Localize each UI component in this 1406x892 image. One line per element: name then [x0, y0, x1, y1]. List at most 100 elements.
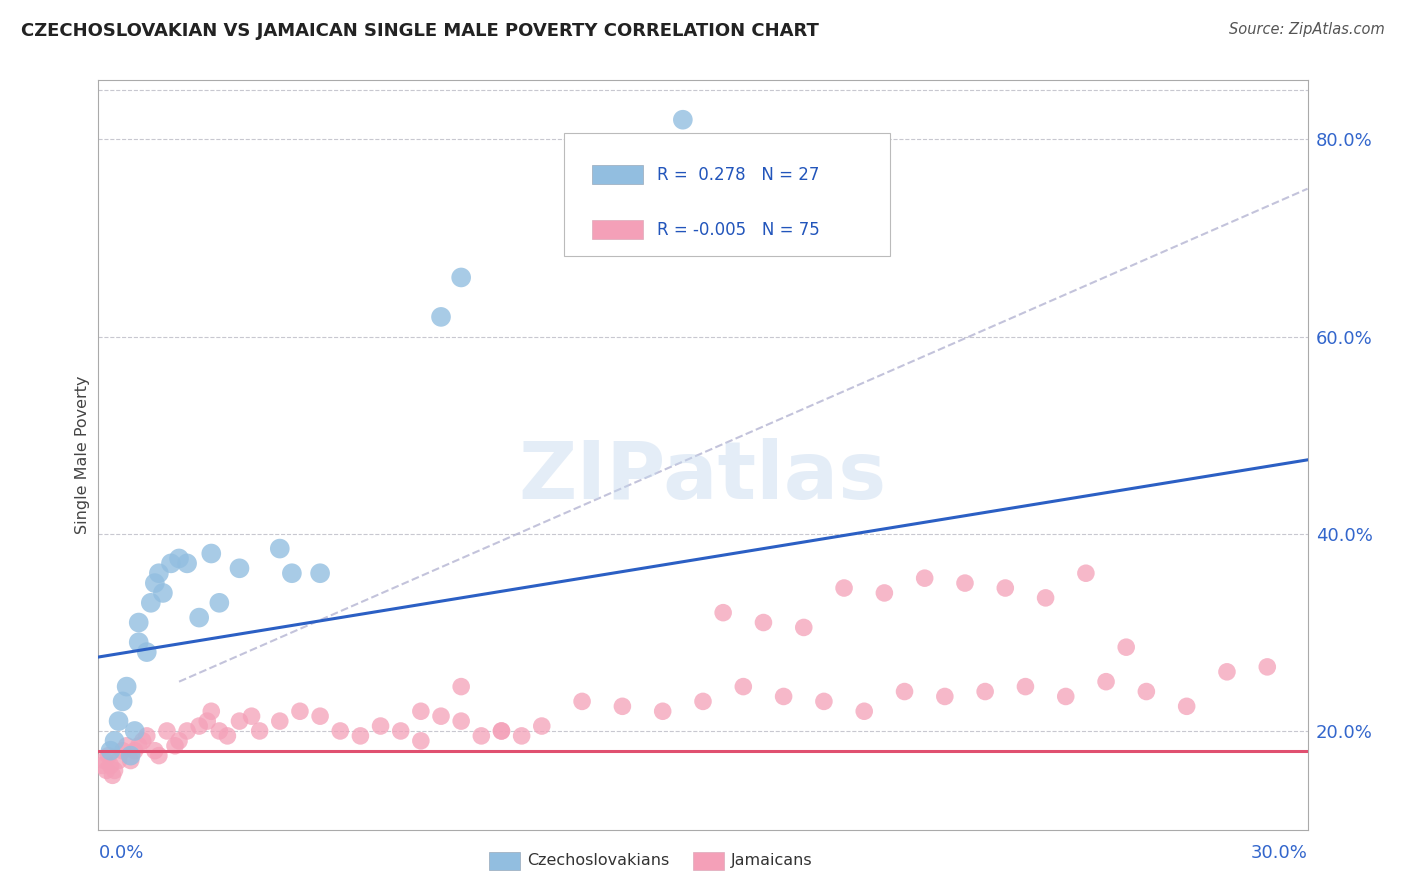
Point — [160, 557, 183, 571]
Point — [1115, 640, 1137, 655]
Point — [612, 699, 634, 714]
Point — [813, 694, 835, 708]
Point — [1074, 566, 1097, 581]
Point — [309, 709, 332, 723]
Text: Source: ZipAtlas.com: Source: ZipAtlas.com — [1229, 22, 1385, 37]
Point — [208, 723, 231, 738]
Text: 30.0%: 30.0% — [1251, 845, 1308, 863]
Point — [100, 758, 122, 772]
Point — [101, 768, 124, 782]
Point — [132, 734, 155, 748]
Point — [1216, 665, 1239, 679]
Point — [711, 606, 734, 620]
Point — [1095, 674, 1118, 689]
Point — [873, 586, 896, 600]
Point — [288, 704, 311, 718]
Point — [914, 571, 936, 585]
Text: R =  0.278   N = 27: R = 0.278 N = 27 — [657, 167, 820, 185]
Point — [103, 764, 125, 778]
Point — [329, 723, 352, 738]
Point — [370, 719, 392, 733]
Point — [156, 723, 179, 738]
Point — [120, 748, 142, 763]
Point — [128, 739, 150, 753]
Point — [91, 758, 114, 772]
Point — [450, 714, 472, 728]
Point — [93, 754, 115, 768]
Point — [188, 610, 211, 624]
Point — [124, 744, 146, 758]
Point — [530, 719, 553, 733]
Point — [269, 541, 291, 556]
Point — [120, 754, 142, 768]
Point — [1014, 680, 1036, 694]
Point — [430, 310, 453, 324]
Point — [135, 645, 157, 659]
Point — [994, 581, 1017, 595]
Point — [249, 723, 271, 738]
Point — [143, 744, 166, 758]
Point — [200, 704, 222, 718]
Text: ZIPatlas: ZIPatlas — [519, 438, 887, 516]
Point — [349, 729, 371, 743]
Point — [100, 744, 122, 758]
Point — [409, 704, 432, 718]
Point — [772, 690, 794, 704]
Text: Czechoslovakians: Czechoslovakians — [527, 854, 669, 868]
Point — [128, 635, 150, 649]
Point — [107, 714, 129, 728]
Point — [115, 680, 138, 694]
Point — [143, 576, 166, 591]
Point — [139, 596, 162, 610]
FancyBboxPatch shape — [592, 220, 643, 239]
Point — [1175, 699, 1198, 714]
Point — [217, 729, 239, 743]
Point — [128, 615, 150, 630]
Point — [389, 723, 412, 738]
Point — [148, 566, 170, 581]
Point — [124, 723, 146, 738]
Point — [934, 690, 956, 704]
Point — [200, 547, 222, 561]
Point — [1256, 660, 1278, 674]
Point — [281, 566, 304, 581]
Point — [228, 714, 250, 728]
Point — [135, 729, 157, 743]
Point — [152, 586, 174, 600]
FancyBboxPatch shape — [564, 133, 890, 256]
Point — [672, 112, 695, 127]
Point — [953, 576, 976, 591]
Point — [228, 561, 250, 575]
Point — [853, 704, 876, 718]
Point — [974, 684, 997, 698]
Point — [832, 581, 855, 595]
Point — [195, 714, 218, 728]
Point — [97, 748, 120, 763]
Point — [752, 615, 775, 630]
Point — [491, 723, 513, 738]
Point — [510, 729, 533, 743]
Point — [470, 729, 492, 743]
Point — [167, 551, 190, 566]
Point — [491, 723, 513, 738]
Point — [409, 734, 432, 748]
Point — [111, 694, 134, 708]
Point — [733, 680, 755, 694]
Text: Jamaicans: Jamaicans — [731, 854, 813, 868]
Point — [651, 704, 673, 718]
Point — [1054, 690, 1077, 704]
Point — [208, 596, 231, 610]
Point — [96, 764, 118, 778]
Point — [176, 557, 198, 571]
Text: 0.0%: 0.0% — [98, 845, 143, 863]
Point — [163, 739, 186, 753]
Point — [450, 270, 472, 285]
Point — [115, 739, 138, 753]
Point — [269, 714, 291, 728]
Point — [111, 744, 134, 758]
Point — [1035, 591, 1057, 605]
Point — [148, 748, 170, 763]
Point — [103, 734, 125, 748]
Point — [571, 694, 593, 708]
Point — [309, 566, 332, 581]
